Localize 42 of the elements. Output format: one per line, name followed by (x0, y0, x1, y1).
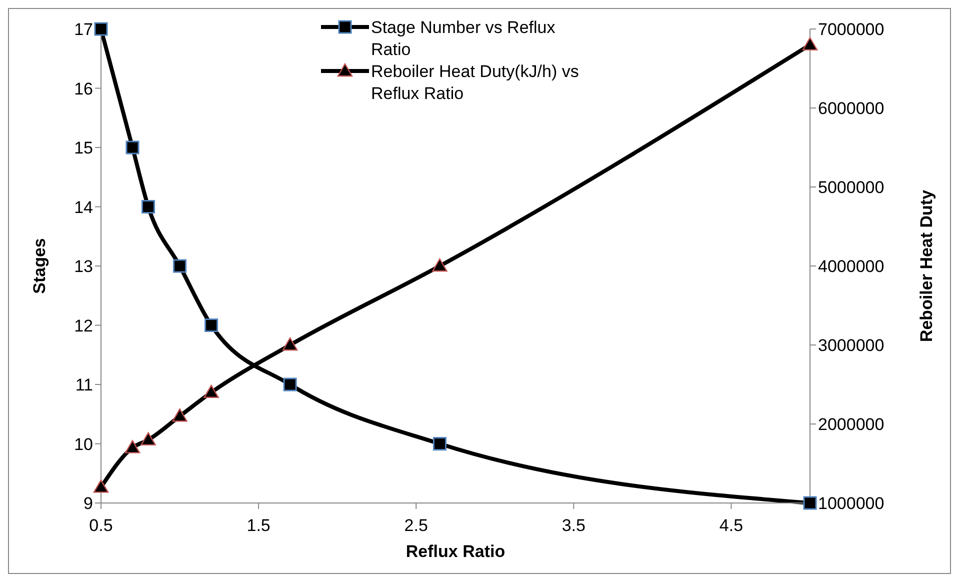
y2-tick-label: 5000000 (818, 178, 884, 198)
point (432, 258, 448, 272)
point (142, 200, 156, 214)
point (803, 496, 817, 510)
y-tick-label: 15 (74, 138, 93, 158)
point (802, 37, 818, 50)
y-tick-label: 13 (74, 257, 93, 276)
legend-label: Reboiler Heat Duty(kJ/h) vs Reflux Ratio (371, 61, 580, 105)
y-tick-label: 14 (74, 198, 93, 217)
y2-tick-label: 4000000 (818, 257, 884, 276)
x-tick-label: 1.5 (246, 516, 270, 536)
point (173, 259, 187, 273)
y2-tick-label: 6000000 (818, 99, 884, 118)
y2-tick-label: 7000000 (818, 20, 884, 40)
y-tick-label: 16 (74, 79, 93, 98)
x-axis-title: Reflux Ratio (406, 542, 506, 561)
point (94, 22, 108, 36)
x-tick-label: 4.5 (719, 516, 744, 536)
y-axis-title: Stages (30, 238, 50, 294)
point (126, 140, 140, 154)
y-tick-label: 12 (74, 316, 93, 336)
point (124, 440, 140, 454)
legend-label: Stage Number vs Reflux Ratio (371, 17, 556, 61)
point (432, 437, 446, 450)
y2-tick-label: 2000000 (818, 415, 884, 434)
point (172, 408, 188, 422)
y2-tick-label: 1000000 (818, 494, 884, 514)
x-tick-label: 0.5 (89, 516, 113, 536)
y-tick-label: 17 (74, 20, 93, 40)
y2-tick-label: 3000000 (818, 336, 884, 356)
y-tick-label: 10 (74, 434, 93, 454)
y2-axis-title: Reboiler Heat Duty (917, 189, 936, 342)
y-tick-label: 11 (75, 376, 93, 395)
point (204, 318, 218, 332)
point (140, 432, 156, 446)
x-tick-label: 3.5 (562, 516, 586, 536)
point (204, 384, 219, 398)
x-tick-label: 2.5 (404, 516, 428, 536)
y-tick-label: 9 (84, 494, 93, 514)
point (93, 480, 109, 493)
point (283, 378, 297, 392)
point (282, 337, 298, 351)
